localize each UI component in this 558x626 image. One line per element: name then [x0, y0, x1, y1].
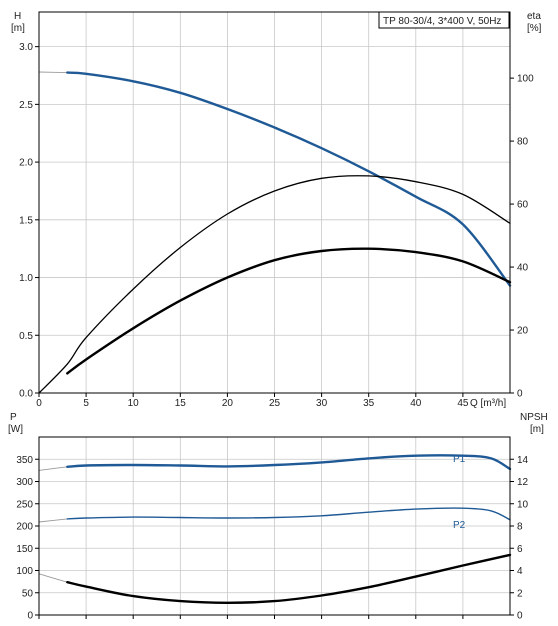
left-tick-label: 1.5: [19, 215, 33, 226]
grid-layer: [38, 12, 510, 616]
right-tick-label: 14: [517, 455, 529, 466]
series-line-power-and-npsh-2: [66, 553, 512, 604]
left-tick-label: 3.0: [19, 42, 33, 53]
left-tick-label: 2.0: [19, 158, 33, 169]
chart-title: TP 80-30/4, 3*400 V, 50Hz: [383, 16, 501, 27]
flow-axis-label: Q [m³/h]: [470, 398, 506, 409]
series-line-head-and-efficiency-2: [66, 247, 512, 375]
right-tick-label: 40: [517, 263, 529, 274]
title-box: [378, 11, 510, 29]
right-tick-label: 60: [517, 200, 529, 211]
left-tick-label: 0: [27, 611, 33, 622]
left-tick-label: 0.5: [19, 331, 33, 342]
left-tick-label: 1.0: [19, 273, 33, 284]
x-tick-label: 45: [457, 398, 469, 409]
x-tick-label: 40: [410, 398, 422, 409]
right-tick-label: 20: [517, 326, 529, 337]
right-tick-label: 10: [517, 499, 529, 510]
curve-layer: [38, 71, 512, 604]
power-axis-unit: [W]: [8, 424, 23, 435]
right-tick-label: 0: [517, 611, 523, 622]
eta-axis-label: eta: [527, 11, 541, 22]
series-extension: [38, 518, 68, 523]
left-tick-label: 0.0: [19, 389, 33, 400]
right-tick-label: 2: [517, 588, 523, 599]
plot-frame: [38, 11, 511, 394]
right-tick-label: 6: [517, 544, 523, 555]
x-tick-label: 15: [175, 398, 187, 409]
axis-layer: 0 5 10 15 20 25 30 35 40 450.00.51.01.52.02.53.00…: [16, 11, 534, 622]
series-extension: [38, 71, 68, 74]
right-tick-label: 4: [517, 566, 523, 577]
right-tick-label: 80: [517, 137, 529, 148]
series-extension: [38, 573, 68, 583]
right-tick-label: 8: [517, 522, 523, 533]
left-tick-label: 200: [16, 522, 33, 533]
series-extension: [38, 466, 68, 471]
left-tick-label: 50: [22, 588, 34, 599]
right-tick-label: 100: [517, 74, 534, 85]
series-line-head-and-efficiency-0: [66, 71, 512, 287]
x-tick-label: 30: [316, 398, 328, 409]
left-tick-label: 300: [16, 477, 33, 488]
left-tick-label: 100: [16, 566, 33, 577]
right-tick-label: 0: [517, 389, 523, 400]
plot-frame: [38, 436, 511, 616]
head-axis-label: H: [14, 11, 21, 22]
npsh-axis-label: NPSH: [520, 412, 548, 423]
power-axis-label: P: [10, 412, 17, 423]
right-tick-label: 12: [517, 477, 529, 488]
left-tick-label: 2.5: [19, 100, 33, 111]
series-line-head-and-efficiency-1: [38, 175, 511, 394]
p2-series-label: P2: [453, 520, 466, 531]
x-tick-label: 5: [83, 398, 89, 409]
x-tick-label: 25: [269, 398, 281, 409]
x-tick-label: 0: [36, 398, 42, 409]
head-axis-unit: [m]: [11, 23, 25, 34]
x-tick-label: 10: [128, 398, 140, 409]
series-line-p2: [66, 507, 511, 521]
left-tick-label: 150: [16, 544, 33, 555]
left-tick-label: 250: [16, 499, 33, 510]
left-tick-label: 350: [16, 455, 33, 466]
p1-series-label: P1: [453, 454, 466, 465]
series-line-p1: [66, 454, 512, 471]
x-tick-label: 20: [222, 398, 234, 409]
eta-axis-unit: [%]: [527, 23, 542, 34]
x-tick-label: 35: [363, 398, 375, 409]
npsh-axis-unit: [m]: [530, 424, 544, 435]
